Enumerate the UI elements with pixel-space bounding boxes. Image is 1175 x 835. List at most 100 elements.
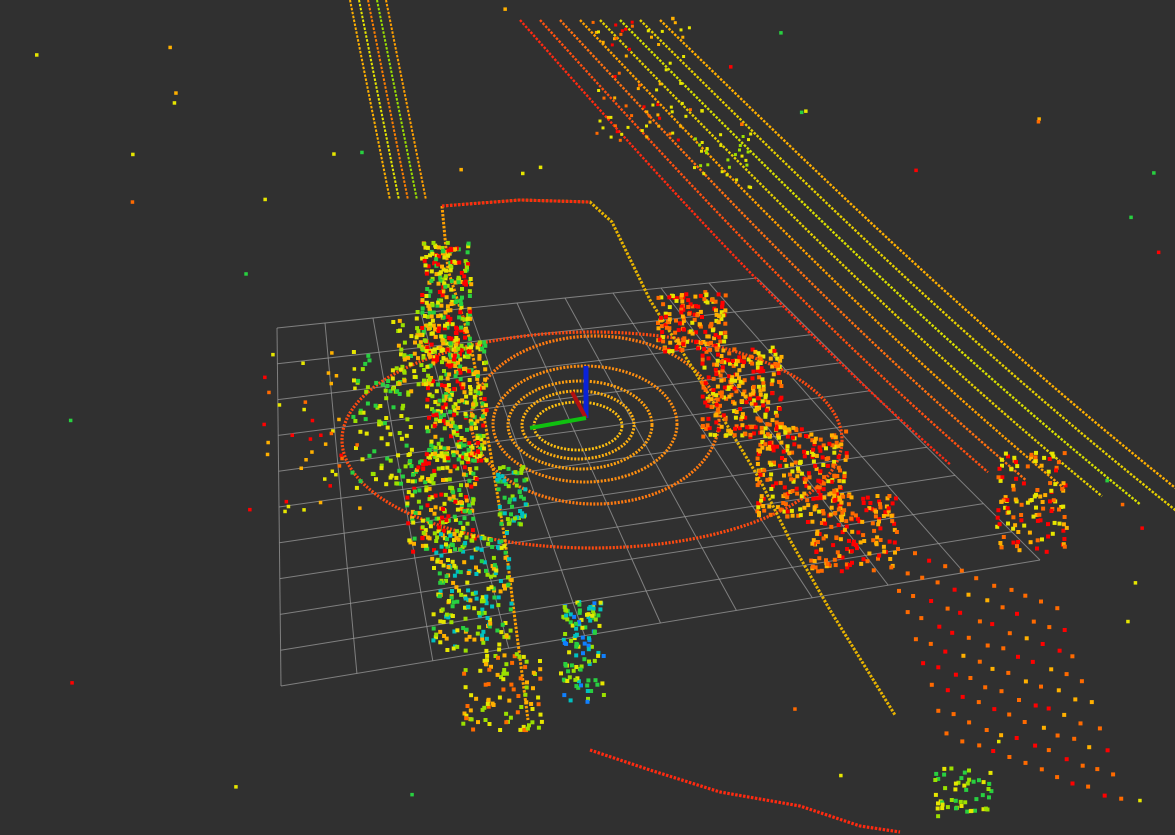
point [442,255,447,260]
point [455,569,460,574]
point [1030,659,1035,664]
point [525,726,530,731]
point-clusters [35,7,1161,819]
point [576,644,581,649]
point [966,635,971,640]
point [408,459,413,464]
point [531,686,535,691]
point [700,361,705,366]
point [598,600,603,605]
point [422,338,427,343]
point [793,707,797,711]
point [444,477,449,482]
point [420,543,425,548]
point [847,563,852,567]
point [896,547,900,551]
point [518,522,523,527]
point [424,382,428,387]
point [420,518,425,523]
point [481,423,486,428]
point [500,479,505,484]
point [724,396,729,401]
point [819,568,824,573]
point [812,507,817,512]
point [441,289,446,294]
point [818,437,823,442]
point [785,434,790,439]
point [474,572,479,576]
point [670,110,674,114]
point [476,720,480,725]
point [748,392,753,397]
point [679,307,684,312]
point [464,535,469,540]
point [471,516,476,521]
point [472,370,477,375]
point [351,350,356,354]
point [482,560,487,565]
point [523,692,528,697]
point [440,515,445,520]
point [817,509,822,514]
point [459,506,464,511]
point [840,530,845,535]
point [512,654,517,659]
point [446,314,451,319]
point [609,115,613,119]
point [468,470,473,475]
point [481,629,486,634]
point [504,720,509,725]
point [447,599,451,603]
point [423,245,428,250]
point [453,348,458,353]
point [598,119,602,123]
point [833,563,838,568]
point [429,269,434,274]
point [713,333,718,338]
point [329,431,334,436]
point [470,501,475,506]
point [714,402,719,407]
point [959,804,964,808]
point [466,604,471,609]
point [828,512,833,517]
point [323,442,328,446]
point [463,268,467,273]
point [384,416,389,420]
point [334,374,339,378]
point [489,574,493,579]
point [1095,767,1100,772]
point [467,289,472,294]
point [706,163,710,167]
point [450,589,454,593]
point [717,335,722,340]
point [446,383,451,388]
road-edge-scans [349,0,1175,834]
point [836,507,841,512]
point [1041,725,1046,730]
point [1016,530,1021,534]
point [464,637,469,642]
point [1061,481,1066,486]
point [448,409,453,414]
point [832,474,837,479]
lidar-ring [340,330,844,550]
point [742,355,746,360]
point [806,471,811,476]
point [471,402,476,407]
point [777,379,781,384]
point [706,398,711,403]
point [388,432,393,437]
point [473,482,478,487]
point [720,302,725,307]
point [449,485,454,490]
point [697,322,702,327]
point [462,671,467,676]
point [455,466,460,471]
point [577,620,582,625]
point [855,516,860,521]
point [778,507,783,512]
point [500,474,505,479]
